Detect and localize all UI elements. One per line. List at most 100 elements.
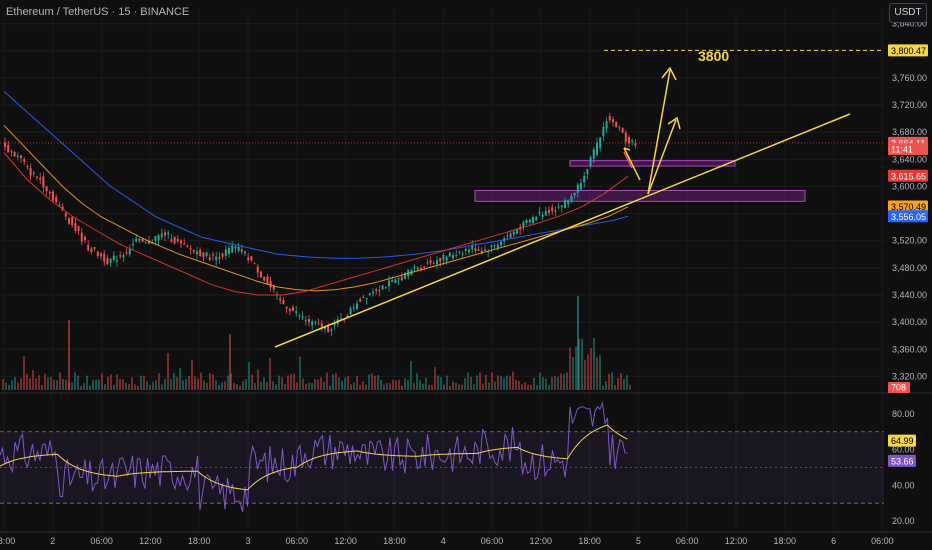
candle-body bbox=[240, 249, 243, 252]
volume-bar bbox=[524, 382, 526, 390]
candle-body bbox=[288, 308, 291, 312]
candle-body bbox=[330, 329, 333, 331]
volume-bar bbox=[137, 385, 139, 390]
volume-bar bbox=[182, 380, 184, 390]
candle-body bbox=[452, 255, 454, 259]
candle-body bbox=[295, 311, 298, 313]
volume-bar bbox=[275, 384, 277, 390]
candle-body bbox=[458, 251, 461, 253]
candle-body bbox=[372, 291, 374, 294]
candle-body bbox=[45, 186, 48, 192]
rsi-value-label-bg bbox=[888, 434, 916, 447]
volume-bar bbox=[194, 376, 196, 390]
candle-body bbox=[394, 279, 397, 283]
volume-bar bbox=[410, 360, 412, 390]
volume-bar bbox=[362, 381, 364, 390]
price-label: 3,615.65 bbox=[891, 171, 926, 181]
candle-body bbox=[506, 235, 509, 237]
volume-bar bbox=[296, 382, 298, 390]
volume-bar bbox=[92, 379, 94, 390]
arrow-up-main bbox=[647, 69, 671, 195]
candle-body bbox=[378, 290, 381, 292]
volume-bar bbox=[542, 377, 544, 390]
candle-body bbox=[93, 247, 96, 249]
candle-body bbox=[183, 243, 186, 245]
volume-bar bbox=[368, 374, 370, 390]
volume-bar bbox=[470, 376, 472, 390]
volume-bar bbox=[395, 380, 397, 390]
volume-bar bbox=[500, 376, 502, 390]
volume-bar bbox=[527, 384, 529, 390]
candle-body bbox=[29, 168, 32, 176]
volume-bar bbox=[425, 377, 427, 390]
currency-button[interactable]: USDT bbox=[889, 3, 927, 23]
candle-body bbox=[199, 249, 202, 257]
candle-body bbox=[359, 298, 362, 302]
candle-body bbox=[205, 252, 208, 257]
red-arrow bbox=[623, 151, 633, 169]
candle-body bbox=[10, 151, 13, 153]
arrow-head bbox=[667, 116, 681, 130]
candle-body bbox=[320, 323, 323, 328]
candle-body bbox=[436, 260, 438, 265]
volume-bar bbox=[608, 373, 610, 390]
candle-body bbox=[228, 247, 230, 254]
candle-body bbox=[16, 156, 19, 158]
x-tick-label: 12:00 bbox=[530, 536, 553, 546]
candle-body bbox=[429, 260, 432, 264]
candle-body bbox=[608, 116, 611, 121]
volume-bar bbox=[377, 375, 379, 390]
candle-body bbox=[589, 157, 592, 167]
candle-body bbox=[308, 319, 310, 323]
x-tick-label: 18:00 bbox=[578, 536, 601, 546]
candle-body bbox=[42, 176, 45, 188]
ma-line-1 bbox=[3, 125, 629, 292]
x-tick-label: 12:00 bbox=[725, 536, 748, 546]
volume-bar bbox=[104, 383, 106, 390]
candle-body bbox=[269, 280, 272, 288]
volume-bar bbox=[518, 380, 520, 390]
volume-bar bbox=[593, 337, 595, 390]
candle-body bbox=[490, 245, 493, 248]
candle-body bbox=[352, 307, 355, 309]
candle-body bbox=[160, 233, 163, 238]
candle-body bbox=[298, 315, 301, 317]
rsi-tick-label: 20.00 bbox=[892, 516, 915, 526]
volume-bar bbox=[83, 382, 85, 390]
volume-bar bbox=[581, 338, 583, 390]
volume-bar bbox=[509, 376, 511, 390]
candle-body bbox=[368, 293, 371, 295]
price-label: 11:41 bbox=[891, 145, 913, 155]
volume-bar bbox=[380, 379, 382, 390]
zone-1 bbox=[474, 190, 806, 202]
volume-bar bbox=[68, 320, 70, 390]
candle-body bbox=[612, 119, 614, 123]
volume-bar bbox=[602, 385, 604, 390]
rsi-ma-line bbox=[0, 424, 628, 491]
candle-body bbox=[116, 260, 118, 262]
volume-bar bbox=[590, 347, 592, 390]
volume-bar bbox=[260, 381, 262, 390]
y-tick-label: 3,480.00 bbox=[892, 263, 927, 273]
volume-bar bbox=[311, 382, 313, 390]
volume-bar bbox=[551, 376, 553, 390]
volume-bar bbox=[161, 384, 163, 390]
candle-body bbox=[103, 253, 106, 262]
volume-bar bbox=[143, 375, 145, 390]
candle-body bbox=[266, 276, 269, 284]
volume-bar bbox=[50, 376, 52, 390]
y-tick-label: 3,600.00 bbox=[892, 181, 927, 191]
volume-bar bbox=[584, 359, 586, 390]
volume-bar bbox=[164, 379, 166, 390]
candle-body bbox=[621, 127, 624, 133]
volume-bar bbox=[305, 383, 307, 390]
volume-bar bbox=[620, 373, 622, 390]
volume-bar bbox=[539, 372, 541, 390]
volume-bar bbox=[119, 379, 121, 390]
price-label: 3,570.49 bbox=[891, 202, 926, 212]
rsi-value-label-bg bbox=[888, 454, 916, 467]
volume-bar bbox=[266, 382, 268, 390]
volume-bar bbox=[407, 379, 409, 390]
candle-body bbox=[391, 279, 394, 283]
